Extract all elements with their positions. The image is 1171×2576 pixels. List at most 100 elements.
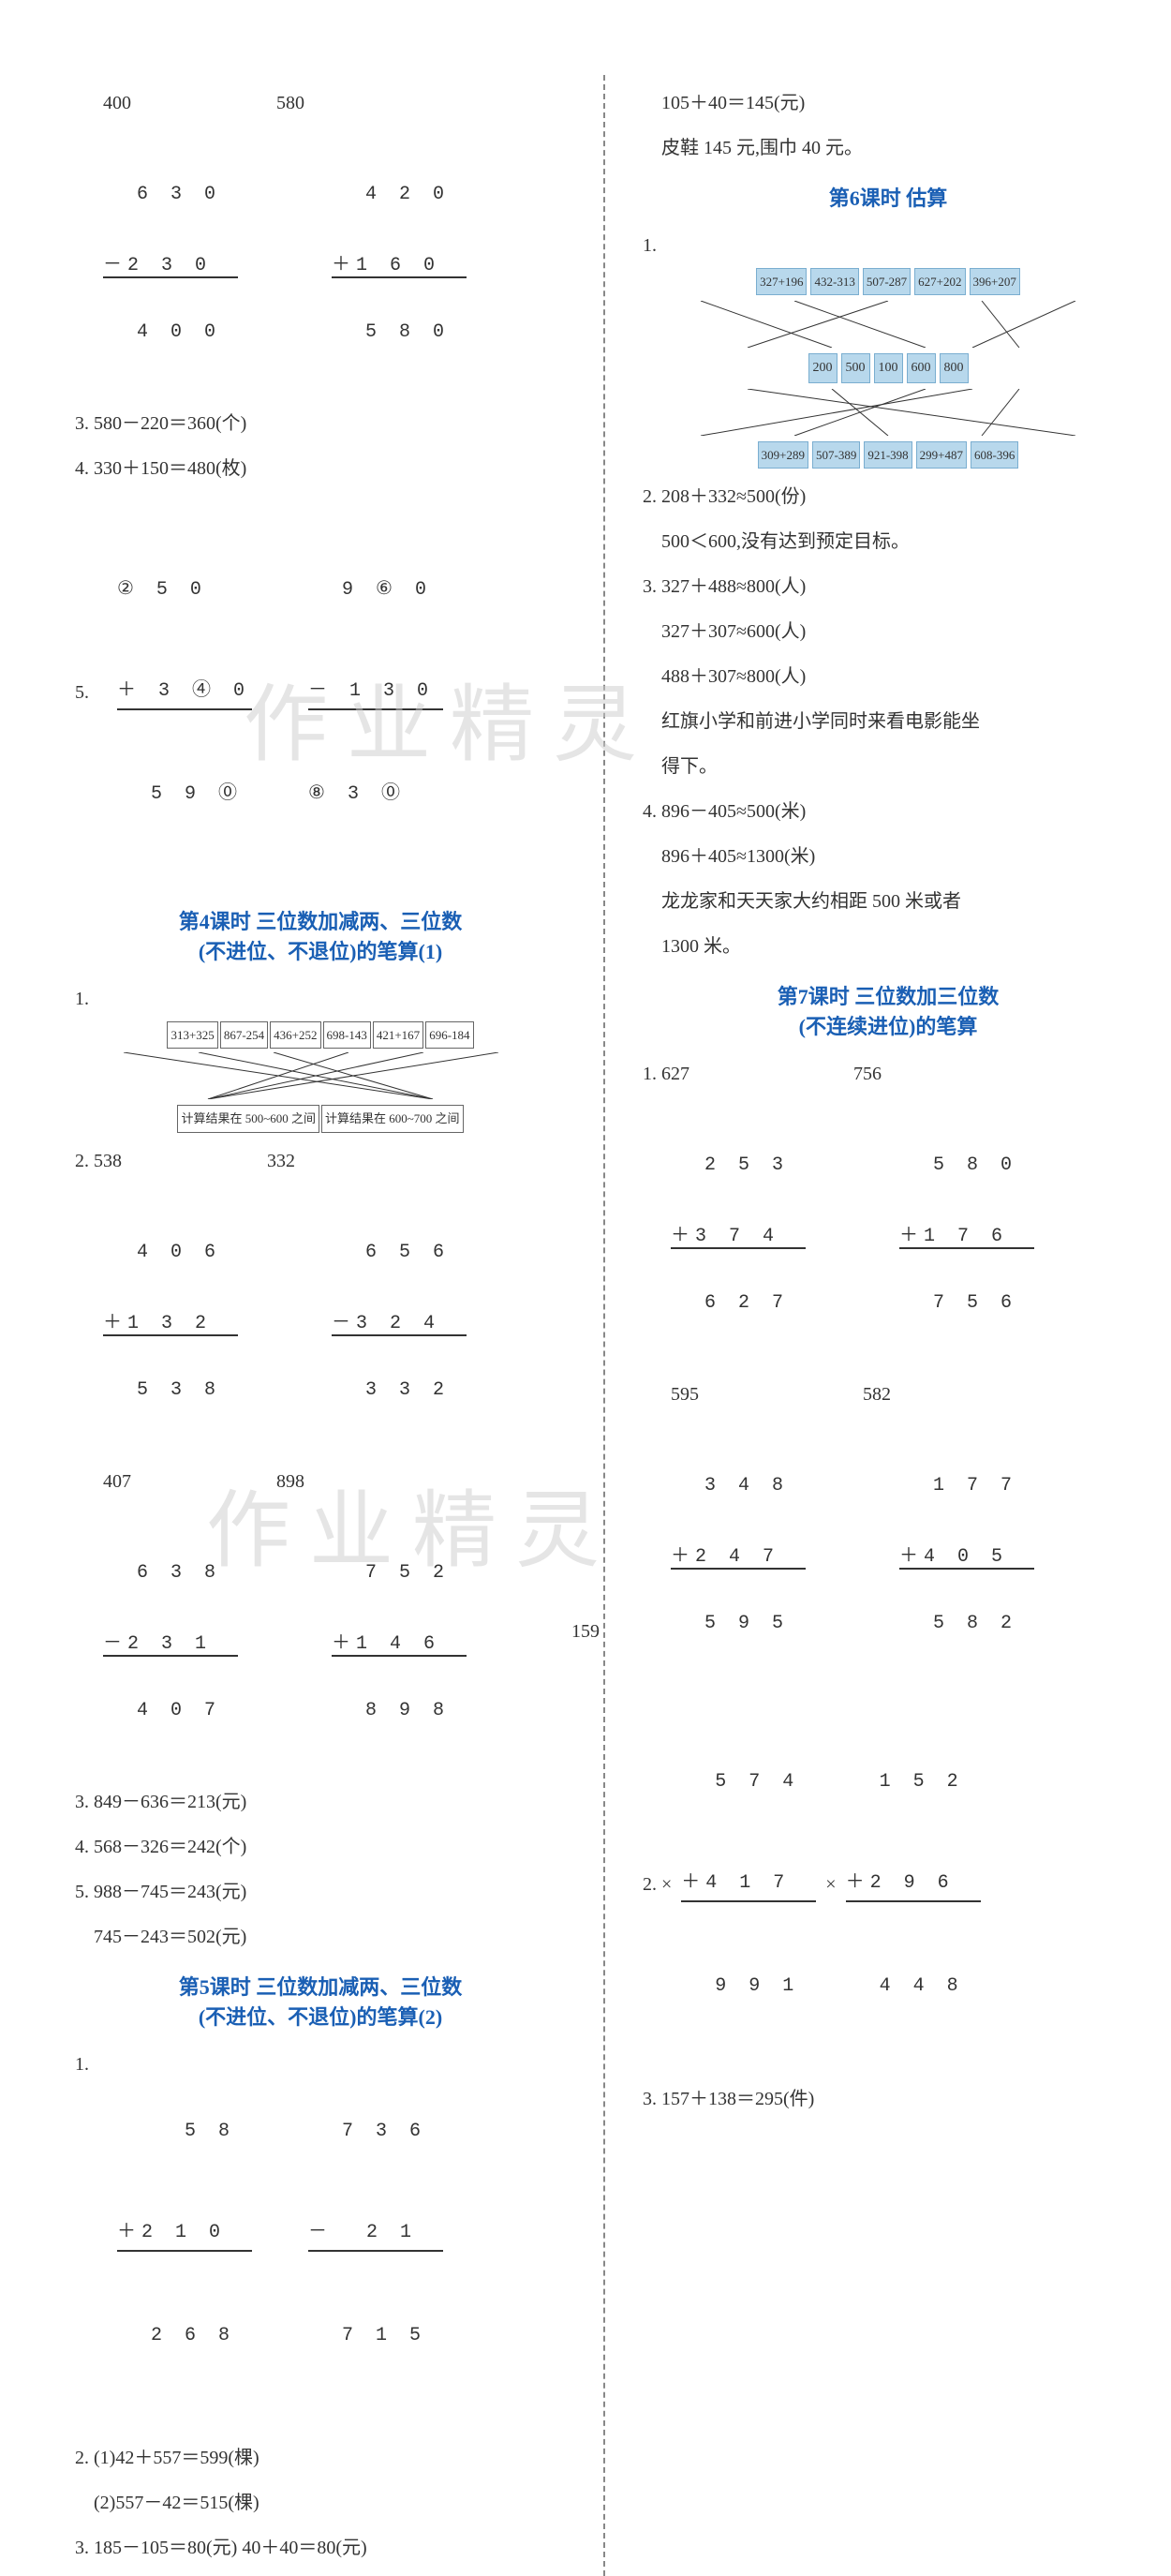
heading-line: (不进位、不退位)的笔算(2)	[75, 2001, 566, 2031]
expr-box: 313+325	[167, 1021, 217, 1049]
expr-box: 921-398	[864, 441, 912, 469]
calc-row: －3 2 4	[332, 1306, 467, 1336]
value: 582	[863, 1384, 891, 1405]
vertical-calc: 6 3 8 －2 3 1 4 0 7	[103, 1519, 238, 1764]
problem-line: 2. (1)42＋557＝599(棵)	[75, 2441, 566, 2475]
calc-row: ＋4 0 5	[899, 1540, 1034, 1570]
value: 898	[276, 1471, 304, 1492]
match-svg	[643, 389, 1134, 436]
expr-box: 627+202	[914, 268, 965, 295]
result-box: 200	[808, 353, 837, 382]
calc-row: 7 1 5	[308, 2319, 443, 2353]
calc-row: ② 5 0	[117, 573, 252, 607]
vertical-calc: 2 5 3 ＋3 7 4 6 2 7	[671, 1111, 806, 1357]
vertical-calc: 7 5 2 ＋1 4 6 8 9 8	[332, 1519, 467, 1764]
label: 2. ×	[643, 1868, 672, 1901]
calc-row: 2 6 8	[117, 2319, 252, 2353]
expr-box: 698-143	[323, 1021, 371, 1049]
expr-box: 507-389	[812, 441, 860, 469]
match-bottom-row: 计算结果在 500~600 之间 计算结果在 600~700 之间	[75, 1105, 566, 1132]
expr-box: 867-254	[220, 1021, 268, 1049]
vertical-calc: 1 5 2 ＋2 9 6 4 4 8	[846, 1698, 981, 2071]
calc-row: 4 0 6	[103, 1242, 238, 1263]
expr-box: 299+487	[916, 441, 967, 469]
expr-box: 432-313	[810, 268, 858, 295]
match-top-row: 313+325 867-254 436+252 698-143 421+167 …	[75, 1021, 566, 1049]
calc-row: 5 7 4	[681, 1765, 816, 1799]
answer-row: 595 582	[643, 1377, 1134, 1411]
problem-line: 896＋405≈1300(米)	[643, 840, 1134, 873]
calc-row: 5 8	[117, 2115, 252, 2149]
value: 595	[671, 1384, 699, 1405]
calc-row: 4 0 7	[103, 1700, 238, 1721]
vertical-calc: 4 2 0 ＋1 6 0 5 8 0	[332, 141, 467, 386]
calc-row: ＋1 6 0	[332, 248, 467, 278]
problem-line: 4. 330＋150＝480(枚)	[75, 452, 566, 485]
section-heading: 第7课时 三位数加三位数 (不连续进位)的笔算	[643, 980, 1134, 1040]
heading-line: 第7课时 三位数加三位数	[643, 980, 1134, 1010]
result-box: 600	[907, 353, 936, 382]
calc-row: 9 9 1	[681, 1970, 816, 2003]
problem-2: 2. × 5 7 4 ＋4 1 7 9 9 1 × 1 5 2 ＋2 9 6 4…	[643, 1698, 1134, 2071]
match-svg	[75, 1052, 566, 1099]
column-divider	[603, 75, 605, 2576]
vertical-calc: 5 8 0 ＋1 7 6 7 5 6	[899, 1111, 1034, 1357]
calc-row: 6 2 7	[671, 1292, 806, 1314]
calc-row: 9 ⑥ 0	[308, 573, 443, 607]
problem-line: 1300 米。	[643, 930, 1134, 963]
vertical-calc: 5 8 ＋2 1 0 2 6 8	[117, 2047, 252, 2420]
answer-row: 1. 627 756	[643, 1057, 1134, 1091]
problem-5: 5. ② 5 0 ＋ 3 ④ 0 5 9 ⓪ 9 ⑥ 0 － 1 3 0 ⑧ 3…	[75, 497, 566, 888]
heading-line: (不进位、不退位)的笔算(1)	[75, 935, 566, 965]
calc-row: ＋1 7 6	[899, 1219, 1034, 1249]
calc-row: 5 3 8	[103, 1379, 238, 1401]
expr-box: 608-396	[971, 441, 1018, 469]
calc-row: 4 2 0	[332, 184, 467, 205]
matching-lines	[643, 301, 1134, 348]
heading-line: 第4课时 三位数加减两、三位数	[75, 905, 566, 935]
problem-line: 红旗小学和前进小学同时来看电影能坐	[643, 705, 1134, 738]
calc-row: 7 5 2	[332, 1562, 467, 1584]
calc-row: ＋ 3 ④ 0	[117, 675, 252, 710]
calc-row: 5 8 0	[332, 321, 467, 343]
problem-line: 5. 988－745＝243(元)	[75, 1875, 566, 1909]
cross-mark: ×	[825, 1868, 836, 1901]
value: 332	[267, 1151, 295, 1171]
section-heading: 第6课时 估算	[643, 182, 1134, 212]
vertical-calc: 7 3 6 － 2 1 7 1 5	[308, 2047, 443, 2420]
calc-row: 3 4 8	[671, 1475, 806, 1496]
problem-line: 4. 568－326＝242(个)	[75, 1830, 566, 1864]
expr-box: 436+252	[270, 1021, 320, 1049]
problem-line: 3. 185－105＝80(元) 40＋40＝80(元)	[75, 2531, 566, 2565]
match-top-row: 327+196 432-313 507-287 627+202 396+207	[643, 268, 1134, 295]
left-column: 400 580 6 3 0 －2 3 0 4 0 0 4 2 0 ＋1 6 0 …	[75, 75, 566, 2576]
value: 1. 627	[643, 1064, 689, 1084]
value: 756	[853, 1064, 882, 1084]
problem-line: 2. 208＋332≈500(份)	[643, 480, 1134, 514]
calc-row: ＋4 1 7	[681, 1867, 816, 1902]
calc-row: 5 8 2	[899, 1613, 1034, 1634]
problem-line: 3. 849－636＝213(元)	[75, 1785, 566, 1819]
problem-1: 1. 5 8 ＋2 1 0 2 6 8 7 3 6 － 2 1 7 1 5	[75, 2047, 566, 2430]
vertical-calc: 5 7 4 ＋4 1 7 9 9 1	[681, 1698, 816, 2071]
problem-line: (2)557－42＝515(棵)	[75, 2486, 566, 2520]
problem-line: 105＋40＝145(元)	[643, 86, 1134, 120]
expr-box: 507-287	[863, 268, 911, 295]
answer-row: 400 580	[75, 86, 566, 120]
calc-row: 5 9 ⓪	[117, 778, 252, 812]
calc-row: 7 5 6	[899, 1292, 1034, 1314]
calc-row: －2 3 1	[103, 1627, 238, 1657]
problem-line: 得下。	[643, 750, 1134, 783]
calc-row: 3 3 2	[332, 1379, 467, 1401]
problem-line: 4. 896－405≈500(米)	[643, 795, 1134, 828]
problem-line: 3. 157＋138＝295(件)	[643, 2082, 1134, 2116]
problem-line: 3. 327＋488≈800(人)	[643, 570, 1134, 603]
calc-row: ＋3 7 4	[671, 1219, 806, 1249]
result-box: 100	[874, 353, 903, 382]
calc-row: 4 0 0	[103, 321, 238, 343]
result-box: 计算结果在 500~600 之间	[177, 1105, 319, 1132]
problem-line: 500＜600,没有达到预定目标。	[643, 525, 1134, 558]
expr-box: 396+207	[970, 268, 1020, 295]
problem-line: 488＋307≈800(人)	[643, 660, 1134, 693]
calc-row: 1 5 2	[846, 1765, 981, 1799]
